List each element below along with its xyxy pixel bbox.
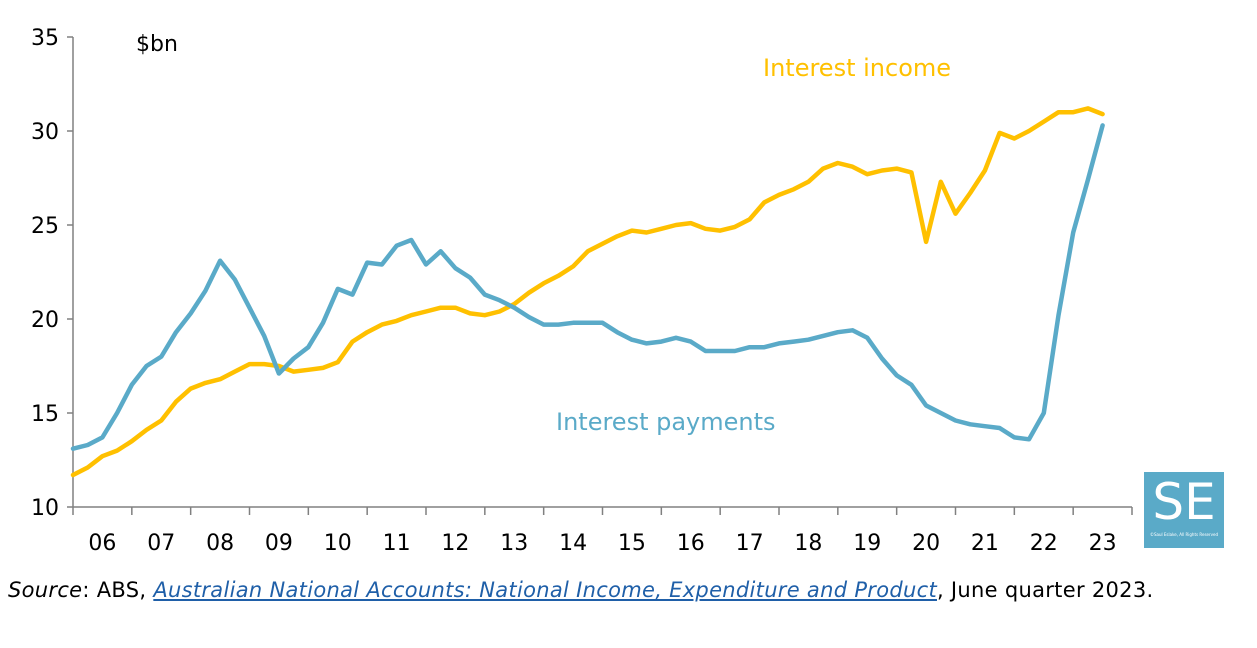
x-ticks: 06 07 08 09 10 11 12 13 14 15 16 17 18 19 20 21 22 23 xyxy=(72,507,1133,556)
x-tick-label: 09 xyxy=(265,531,293,556)
x-tick-label: 19 xyxy=(853,531,881,556)
se-logo: SE ©Saul Eslake, All Rights Reserved xyxy=(1144,472,1224,548)
series-label-interest-income: Interest income xyxy=(763,54,951,82)
axes xyxy=(72,37,1132,508)
x-tick-label: 06 xyxy=(88,531,116,556)
y-tick-label: 25 xyxy=(31,214,59,239)
y-tick-label: 20 xyxy=(31,308,59,333)
series-lines xyxy=(70,106,1105,478)
x-tick-label: 15 xyxy=(618,531,646,556)
x-tick-label: 13 xyxy=(500,531,528,556)
x-tick-label: 23 xyxy=(1089,531,1117,556)
source-note: Source: ABS, Australian National Account… xyxy=(8,576,1212,604)
logo-tagline: ©Saul Eslake, All Rights Reserved xyxy=(1150,532,1218,537)
x-tick-label: 16 xyxy=(677,531,705,556)
source-publication-link[interactable]: Australian National Accounts: National I… xyxy=(153,578,937,602)
series-line-interest-income xyxy=(70,106,1105,478)
y-tick-label: 15 xyxy=(31,402,59,427)
y-unit-label: $bn xyxy=(136,32,178,57)
y-ticks: 10 15 20 25 30 35 xyxy=(31,26,73,521)
source-agency: : ABS, xyxy=(82,578,154,602)
x-tick-label: 10 xyxy=(324,531,352,556)
source-suffix: , June quarter 2023. xyxy=(936,578,1154,602)
y-tick-label: 35 xyxy=(31,26,59,51)
x-tick-label: 07 xyxy=(147,531,175,556)
y-tick-label: 30 xyxy=(31,120,59,145)
x-tick-label: 14 xyxy=(559,531,587,556)
x-tick-label: 12 xyxy=(441,531,469,556)
x-tick-label: 21 xyxy=(971,531,999,556)
line-chart: 10 15 20 25 30 35 06 07 08 09 10 11 12 13 14 15 16 17 18 1… xyxy=(31,26,1133,556)
series-line-interest-payments xyxy=(70,123,1105,451)
x-tick-label: 22 xyxy=(1030,531,1058,556)
series-label-interest-payments: Interest payments xyxy=(556,408,776,436)
x-tick-label: 11 xyxy=(383,531,411,556)
x-tick-label: 17 xyxy=(736,531,764,556)
x-tick-label: 08 xyxy=(206,531,234,556)
x-tick-label: 18 xyxy=(794,531,822,556)
source-prefix: Source xyxy=(8,578,83,602)
y-tick-label: 10 xyxy=(31,496,59,521)
logo-letters: SE xyxy=(1152,473,1216,531)
x-tick-label: 20 xyxy=(912,531,940,556)
